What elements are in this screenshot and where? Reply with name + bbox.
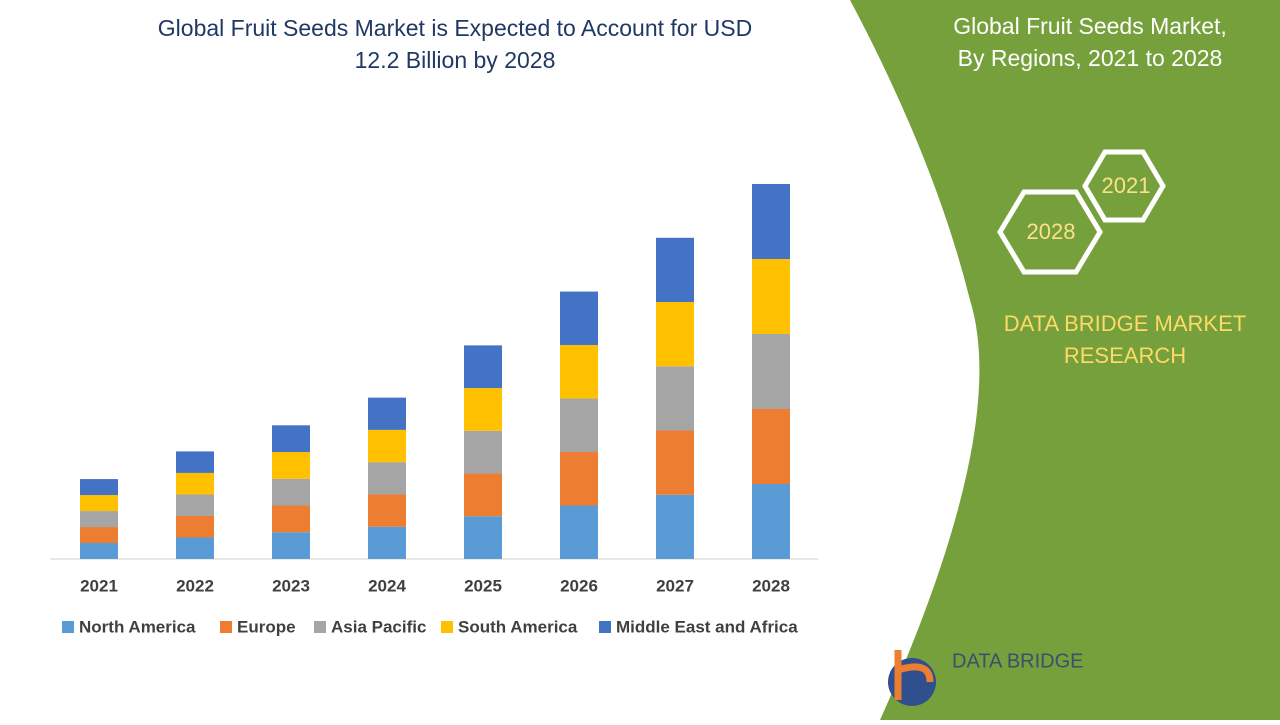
- x-tick-label: 2027: [656, 576, 694, 595]
- bar-segment: [368, 397, 406, 430]
- bar-segment: [464, 516, 502, 559]
- x-tick-label: 2028: [752, 576, 790, 595]
- x-tick-label: 2024: [368, 576, 406, 595]
- bar-segment: [272, 505, 310, 533]
- x-tick-label: 2026: [560, 576, 598, 595]
- legend-swatch: [62, 621, 74, 633]
- panel-title-box: Global Fruit Seeds Market, By Regions, 2…: [953, 13, 1227, 71]
- legend-label: South America: [458, 617, 578, 636]
- bar-segment: [560, 505, 598, 559]
- bar-segment: [176, 537, 214, 559]
- hexagon: [997, 189, 1103, 275]
- legend-swatch: [220, 621, 232, 633]
- bar-segment: [176, 451, 214, 473]
- logo-mark: [894, 650, 934, 700]
- bar-segment: [80, 527, 118, 544]
- bar-segment: [272, 532, 310, 559]
- bar-segment: [752, 184, 790, 259]
- badge: 2028: [1027, 219, 1076, 244]
- bar-segment: [752, 259, 790, 334]
- chart-title: Global Fruit Seeds Market is Expected to…: [157, 15, 753, 73]
- bar-segment: [368, 462, 406, 495]
- legend-swatch: [314, 621, 326, 633]
- bar-segment: [272, 425, 310, 453]
- bar-segment: [368, 526, 406, 559]
- legend-label: Europe: [237, 617, 296, 636]
- bar-segment: [464, 473, 502, 517]
- bar-segment: [656, 366, 694, 431]
- bar-segment: [560, 452, 598, 506]
- logo-text: DATA BRIDGE: [952, 650, 1084, 672]
- bar-segment: [656, 430, 694, 495]
- bar-segment: [368, 429, 406, 463]
- green-panel: [850, 0, 1280, 720]
- hexagon: [1082, 149, 1166, 223]
- bar-segment: [80, 495, 118, 512]
- bar-segment: [560, 345, 598, 399]
- brand-box: DATA BRIDGE MARKET RESEARCH: [1003, 311, 1247, 368]
- bar-segment: [176, 472, 214, 495]
- bar-segment: [368, 494, 406, 527]
- legend-swatch: [441, 621, 453, 633]
- bar-segment: [80, 479, 118, 496]
- bar-segment: [560, 398, 598, 453]
- bar-segment: [464, 345, 502, 389]
- x-tick-label: 2025: [464, 576, 502, 595]
- badge: 2021: [1102, 173, 1151, 198]
- bar-segment: [752, 334, 790, 409]
- bar-segment: [656, 302, 694, 367]
- bar-segment: [80, 543, 118, 559]
- x-tick-label: 2022: [176, 576, 214, 595]
- bar-segment: [272, 452, 310, 479]
- bar-segment: [176, 494, 214, 516]
- bar-segment: [560, 291, 598, 346]
- bar-segment: [752, 409, 790, 484]
- bar-segment: [656, 494, 694, 559]
- bar-segment: [752, 484, 790, 559]
- bar-segment: [464, 430, 502, 474]
- bar-segment: [176, 515, 214, 538]
- bar-segment: [272, 478, 310, 506]
- legend-label: North America: [79, 617, 196, 636]
- x-tick-label: 2023: [272, 576, 310, 595]
- bar-segment: [80, 511, 118, 528]
- bar-segment: [656, 237, 694, 303]
- legend-label: Asia Pacific: [331, 617, 426, 636]
- chart-title-box: Global Fruit Seeds Market is Expected to…: [157, 15, 753, 73]
- legend-label: Middle East and Africa: [616, 617, 798, 636]
- panel-title: Global Fruit Seeds Market, By Regions, 2…: [953, 13, 1227, 71]
- brand: DATA BRIDGE MARKET RESEARCH: [1003, 311, 1247, 368]
- bar-segment: [464, 388, 502, 431]
- legend-swatch: [599, 621, 611, 633]
- x-tick-label: 2021: [80, 576, 118, 595]
